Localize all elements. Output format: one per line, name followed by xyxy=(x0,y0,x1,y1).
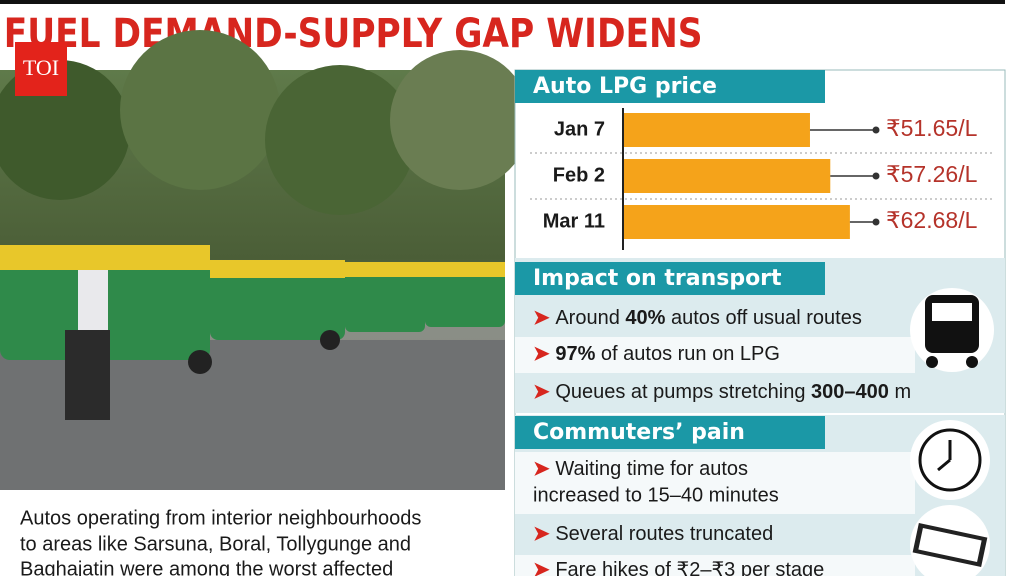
row-band xyxy=(515,452,915,514)
money-icon xyxy=(910,505,990,576)
category-label: Feb 2 xyxy=(553,164,605,186)
top-rule xyxy=(0,0,1005,4)
photo xyxy=(0,30,530,490)
leader-dot xyxy=(872,172,880,180)
auto-icon xyxy=(910,288,994,372)
category-label: Mar 11 xyxy=(543,210,605,232)
item-text: of autos run on LPG xyxy=(595,343,780,365)
bar xyxy=(624,205,850,239)
bullet-item: ➤ Fare hikes of ₹2–₹3 per stage xyxy=(533,559,824,576)
item-bold: 300–400 xyxy=(811,381,889,403)
clock-icon xyxy=(910,420,990,500)
caption-line: Baghajatin were among the worst affected xyxy=(20,558,393,576)
bullet-item: ➤ Around 40% autos off usual routes xyxy=(533,307,862,329)
item-bold: 40% xyxy=(625,307,665,329)
section-header xyxy=(515,70,825,103)
item-text: Several routes truncated xyxy=(555,523,773,545)
bullet-item: ➤ Queues at pumps stretching 300–400 m xyxy=(533,381,911,403)
item-text: Queues at pumps stretching xyxy=(555,381,811,403)
value-label: ₹51.65/L xyxy=(886,115,978,141)
section-header xyxy=(515,262,825,295)
leader-dot xyxy=(872,126,880,134)
bullet-item-cont: increased to 15–40 minutes xyxy=(533,484,779,506)
bar xyxy=(624,113,810,147)
section-title: Commuters’ pain xyxy=(533,420,745,445)
section-title: Impact on transport xyxy=(533,266,782,291)
bar-chart: Jan 7 ₹51.65/L Feb 2 ₹57.26/L Mar 11 ₹62.68/L xyxy=(530,108,995,250)
section-title: Auto LPG price xyxy=(533,74,717,99)
bullet-item: ➤ Waiting time for autos xyxy=(533,458,748,480)
row-band xyxy=(515,337,915,373)
bullet-item: ➤ Several routes truncated xyxy=(533,523,773,545)
row-band xyxy=(515,555,915,576)
item-text: Fare hikes of ₹2–₹3 per stage xyxy=(555,559,824,576)
item-text: m xyxy=(889,381,911,403)
item-text: autos off usual routes xyxy=(665,307,861,329)
bar xyxy=(624,159,831,193)
value-label: ₹62.68/L xyxy=(886,207,978,233)
bullet-item: ➤ 97% of autos run on LPG xyxy=(533,343,780,365)
logo-box xyxy=(15,42,67,96)
item-text: Waiting time for autos xyxy=(555,458,748,480)
logo: TOI xyxy=(23,55,59,80)
leader-dot xyxy=(872,218,880,226)
item-text: Around xyxy=(555,307,625,329)
headline: FUEL DEMAND-SUPPLY GAP WIDENS xyxy=(4,10,703,57)
section-header xyxy=(515,416,825,449)
caption-line: to areas like Sarsuna, Boral, Tollygunge… xyxy=(20,533,411,555)
category-label: Jan 7 xyxy=(554,118,605,140)
item-bold: 97% xyxy=(555,343,595,365)
value-label: ₹57.26/L xyxy=(886,161,978,187)
caption-line: Autos operating from interior neighbourh… xyxy=(20,507,421,529)
